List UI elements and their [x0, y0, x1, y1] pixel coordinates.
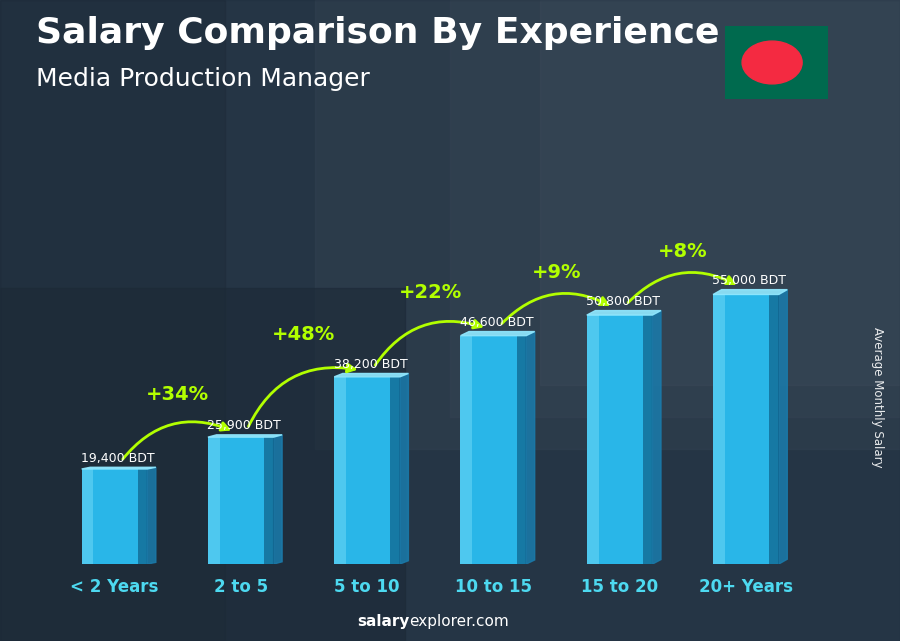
- Bar: [208, 437, 220, 564]
- Bar: [450, 0, 900, 417]
- Text: Average Monthly Salary: Average Monthly Salary: [871, 327, 884, 468]
- Text: 25,900 BDT: 25,900 BDT: [207, 419, 281, 432]
- Text: +48%: +48%: [273, 324, 336, 344]
- Text: Media Production Manager: Media Production Manager: [36, 67, 370, 91]
- Polygon shape: [713, 290, 788, 294]
- Text: salary: salary: [357, 615, 410, 629]
- Bar: [517, 336, 526, 564]
- Polygon shape: [148, 467, 156, 564]
- Bar: [264, 437, 274, 564]
- Polygon shape: [400, 374, 409, 564]
- Text: +34%: +34%: [146, 385, 209, 404]
- Bar: [0, 0, 225, 641]
- Polygon shape: [274, 435, 282, 564]
- Text: explorer.com: explorer.com: [410, 615, 509, 629]
- Text: +9%: +9%: [532, 263, 581, 282]
- Polygon shape: [334, 374, 409, 377]
- Bar: [643, 315, 652, 564]
- Bar: [587, 315, 652, 564]
- Bar: [334, 377, 400, 564]
- Bar: [587, 315, 599, 564]
- Bar: [315, 0, 900, 449]
- Bar: [770, 294, 778, 564]
- Bar: [82, 469, 94, 564]
- Text: 38,200 BDT: 38,200 BDT: [334, 358, 408, 370]
- Bar: [391, 377, 400, 564]
- Polygon shape: [526, 331, 535, 564]
- Text: Salary Comparison By Experience: Salary Comparison By Experience: [36, 16, 719, 50]
- Text: 19,400 BDT: 19,400 BDT: [81, 452, 155, 465]
- Polygon shape: [587, 311, 661, 315]
- Bar: [461, 336, 526, 564]
- Text: 55,000 BDT: 55,000 BDT: [712, 274, 787, 287]
- Polygon shape: [461, 331, 535, 336]
- Text: +8%: +8%: [658, 242, 707, 261]
- Text: 50,800 BDT: 50,800 BDT: [586, 295, 660, 308]
- Bar: [461, 336, 472, 564]
- Bar: [713, 294, 778, 564]
- Text: 46,600 BDT: 46,600 BDT: [460, 316, 534, 329]
- Polygon shape: [82, 467, 156, 469]
- Bar: [334, 377, 346, 564]
- Bar: [540, 0, 900, 385]
- Bar: [713, 294, 725, 564]
- Text: +22%: +22%: [399, 283, 462, 303]
- Polygon shape: [778, 290, 788, 564]
- Bar: [82, 469, 148, 564]
- Polygon shape: [208, 435, 282, 437]
- Bar: [0, 288, 405, 641]
- Circle shape: [742, 41, 802, 84]
- Bar: [138, 469, 148, 564]
- Bar: [208, 437, 274, 564]
- Polygon shape: [652, 311, 661, 564]
